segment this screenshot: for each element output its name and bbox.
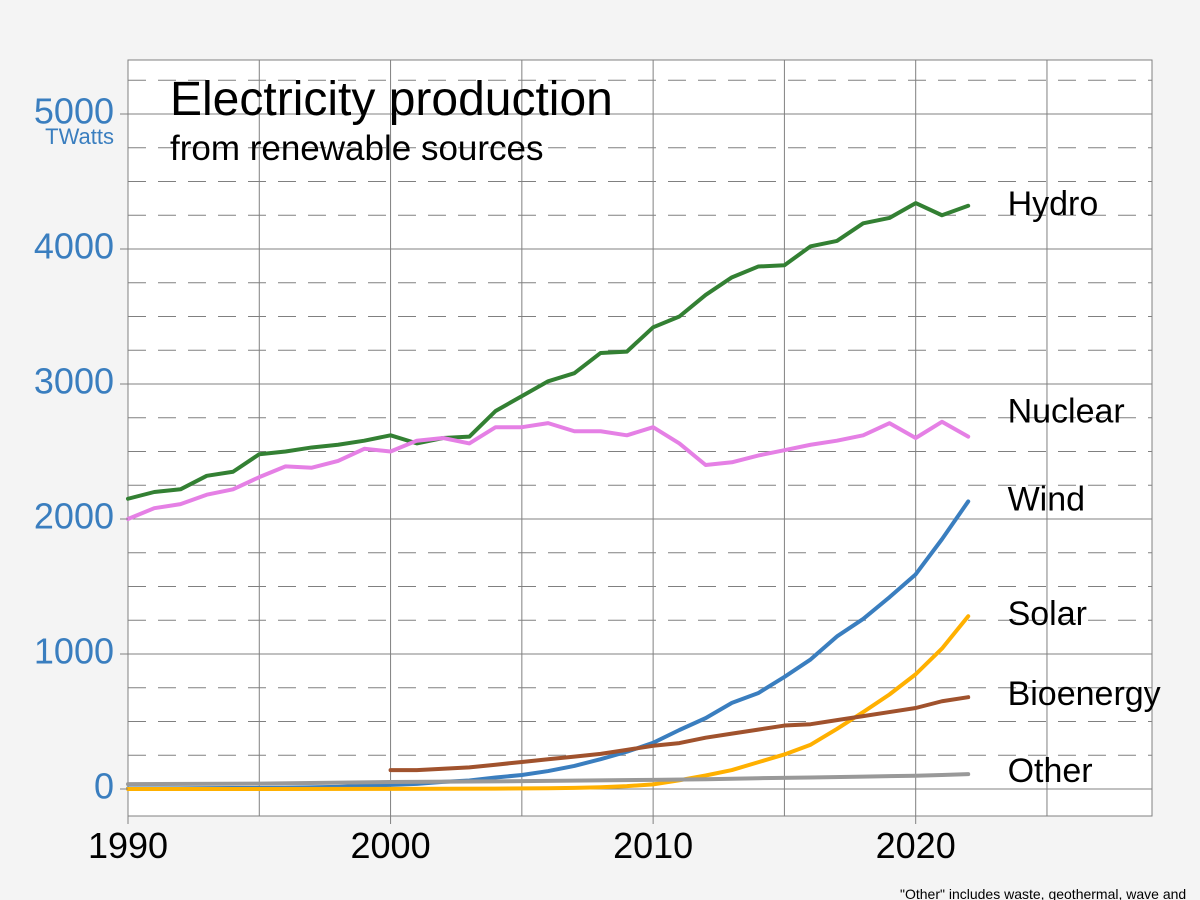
y-tick-label: 2000 bbox=[34, 496, 114, 537]
x-tick-label: 1990 bbox=[88, 825, 168, 866]
x-tick-label: 2000 bbox=[351, 825, 431, 866]
y-tick-label: 3000 bbox=[34, 361, 114, 402]
chart-svg: Hydro Nuclear Wind Solar Bioenergy Other 1990 2… bbox=[0, 0, 1200, 900]
x-tick-label: 2010 bbox=[613, 825, 693, 866]
series-label-bioenergy: Bioenergy bbox=[1008, 675, 1161, 713]
y-tick-label: 1000 bbox=[34, 631, 114, 672]
y-tick-label: 0 bbox=[94, 766, 114, 807]
series-label-other: Other bbox=[1008, 752, 1093, 790]
series-label-hydro: Hydro bbox=[1008, 185, 1099, 223]
series-label-wind: Wind bbox=[1008, 480, 1085, 518]
series-label-nuclear: Nuclear bbox=[1008, 393, 1125, 431]
chart-title-line2: from renewable sources bbox=[170, 129, 544, 168]
footnote: "Other" includes waste, geothermal, wave… bbox=[900, 886, 1200, 900]
x-tick-label: 2020 bbox=[876, 825, 956, 866]
series-label-solar: Solar bbox=[1008, 595, 1087, 633]
y-axis-unit: TWatts bbox=[45, 124, 114, 149]
chart-container: Hydro Nuclear Wind Solar Bioenergy Other 1990 2… bbox=[0, 0, 1200, 900]
y-tick-label: 4000 bbox=[34, 226, 114, 267]
chart-title-line1: Electricity production bbox=[170, 73, 613, 126]
